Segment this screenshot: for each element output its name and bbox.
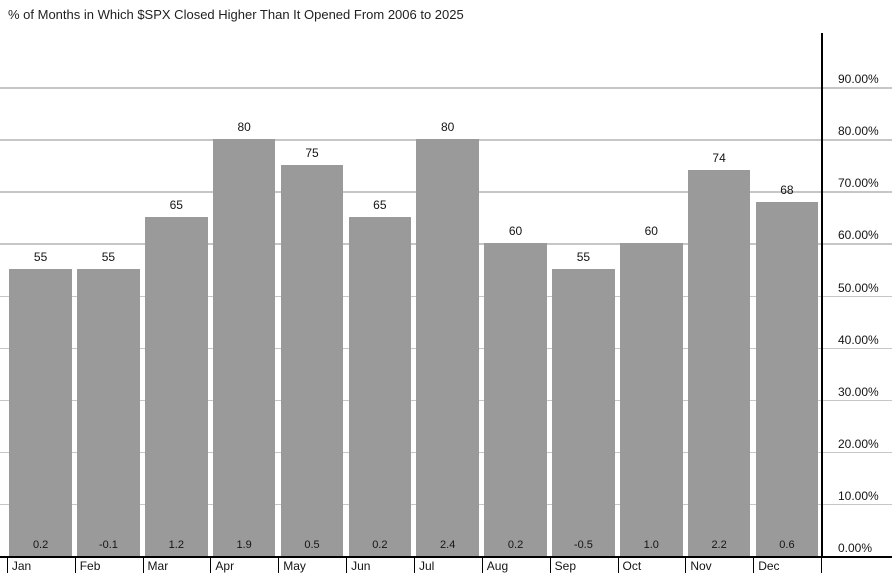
x-axis-tick [74, 558, 76, 573]
x-axis-baseline [0, 556, 892, 558]
x-axis-tick [481, 558, 483, 573]
bar-avg-change-label-feb: -0.1 [98, 539, 118, 551]
bar-avg-change-label-jun: 0.2 [372, 539, 388, 551]
bar-value-label-oct: 60 [644, 224, 658, 239]
bar-jun [348, 217, 412, 556]
x-axis-tick [278, 558, 280, 573]
bar-mar [145, 217, 208, 556]
x-axis-tick [821, 558, 823, 573]
y-axis-tick-label: 60.00% [838, 228, 879, 243]
bar-avg-change-label-mar: 1.2 [168, 539, 184, 551]
x-axis-tick [753, 558, 755, 573]
y-axis-tick-label: 0.00% [838, 541, 873, 555]
y-axis-tick-label: 30.00% [838, 384, 879, 399]
bar-value-label-dec: 68 [780, 182, 794, 197]
bar-jan [9, 269, 72, 556]
bar-value-label-jul: 80 [441, 120, 455, 135]
y-axis-tick-label: 10.00% [838, 488, 879, 503]
y-axis-tick-label: 50.00% [838, 280, 879, 295]
x-axis-month-label-jun: Jun [351, 559, 371, 573]
bar-sep [552, 269, 615, 556]
x-axis-tick [549, 558, 551, 573]
bar-value-label-feb: 55 [101, 250, 116, 265]
bar-value-label-mar: 65 [169, 198, 183, 213]
bar-value-label-nov: 74 [712, 151, 726, 166]
x-axis-month-label-jul: Jul [418, 559, 435, 573]
x-axis-tick [346, 558, 348, 573]
x-axis-tick [142, 558, 144, 573]
bar-avg-change-label-may: 0.5 [304, 539, 320, 551]
bar-value-label-may: 75 [305, 146, 319, 161]
x-axis-tick [685, 558, 687, 573]
x-axis-month-label-jan: Jan [11, 559, 32, 573]
x-axis-month-label-dec: Dec [758, 559, 780, 573]
x-axis-month-label-may: May [283, 559, 306, 573]
y-axis-tick-label: 40.00% [838, 332, 879, 347]
bar-feb [77, 269, 140, 556]
bar-value-label-aug: 60 [508, 224, 523, 239]
bar-avg-change-label-jan: 0.2 [32, 539, 49, 551]
bar-value-label-sep: 55 [576, 250, 591, 265]
y-axis-tick-label: 20.00% [838, 436, 879, 451]
x-axis-month-label-feb: Feb [79, 559, 101, 573]
bar-nov [687, 170, 751, 556]
bar-apr [212, 139, 276, 556]
x-axis-month-label-sep: Sep [554, 559, 576, 573]
bar-avg-change-label-nov: 2.2 [711, 539, 727, 551]
bar-jul [416, 139, 479, 556]
bar-avg-change-label-aug: 0.2 [507, 539, 524, 551]
x-axis-tick [210, 558, 212, 573]
y-axis-tick-label: 80.00% [838, 124, 879, 139]
bar-oct [620, 243, 683, 556]
bar-value-label-jan: 55 [33, 250, 48, 265]
y-axis-tick-label: 70.00% [838, 176, 879, 191]
x-axis-month-label-apr: Apr [215, 559, 235, 573]
x-axis-tick [617, 558, 619, 573]
bar-avg-change-label-dec: 0.6 [779, 539, 795, 551]
bar-dec [755, 201, 819, 556]
bar-avg-change-label-jul: 2.4 [440, 539, 456, 551]
bar-value-label-jun: 65 [373, 198, 387, 213]
bar-may [280, 165, 344, 556]
bar-avg-change-label-sep: -0.5 [573, 539, 593, 551]
x-axis-tick [413, 558, 415, 573]
x-axis-month-label-oct: Oct [622, 559, 642, 573]
bar-aug [484, 243, 547, 556]
x-axis-tick [6, 558, 8, 573]
x-axis-month-label-mar: Mar [147, 559, 169, 573]
x-axis-month-label-aug: Aug [486, 559, 509, 573]
bar-avg-change-label-oct: 1.0 [643, 539, 659, 551]
bar-avg-change-label-apr: 1.9 [236, 539, 252, 551]
y-gridline [0, 87, 892, 89]
y-axis-line [821, 33, 824, 556]
chart-title: % of Months in Which $SPX Closed Higher … [8, 7, 464, 22]
y-axis-tick-label: 90.00% [838, 72, 879, 87]
bar-value-label-apr: 80 [237, 120, 251, 135]
x-axis-month-label-nov: Nov [690, 559, 712, 573]
